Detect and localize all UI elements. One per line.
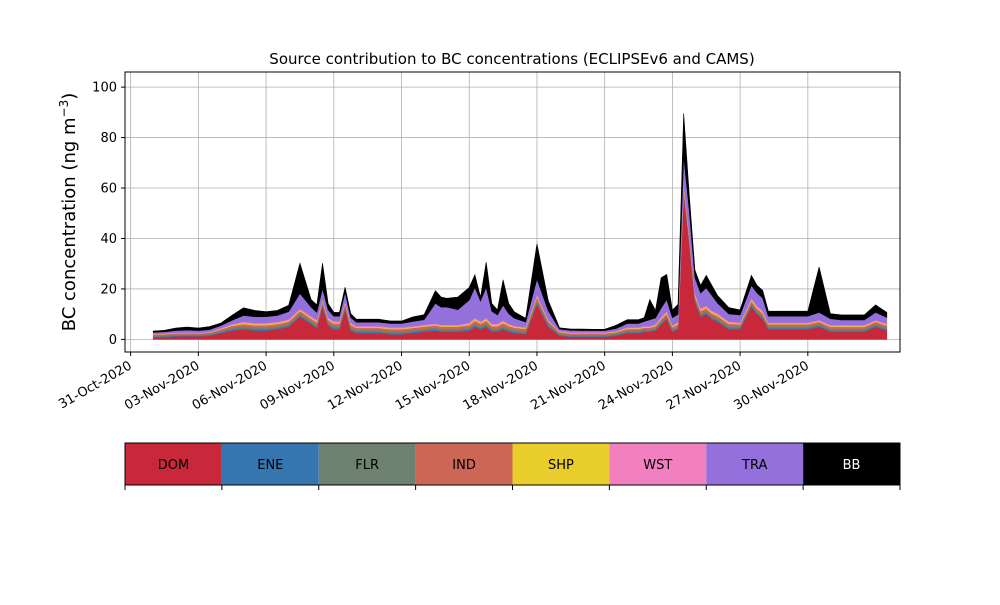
legend-swatch-wst: [609, 443, 707, 485]
legend-swatch-ind: [415, 443, 513, 485]
legend-swatch-flr: [318, 443, 416, 485]
x-tick-label: 06-Nov-2020: [190, 358, 270, 413]
legend-swatch-tra: [706, 443, 804, 485]
legend-bar: DOM ENE FLR IND SHP WST TRA BB: [124, 442, 901, 490]
legend-label-bb: BB: [843, 458, 861, 473]
y-tick-label: 60: [100, 182, 117, 197]
legend-swatch-ene: [221, 443, 319, 485]
x-tick-label: 15-Nov-2020: [393, 358, 473, 413]
axes-frame: [124, 71, 901, 353]
axes-layer: 0 20 40 60 80 100 31-Oct-202003-Nov-202006-Nov…: [56, 71, 901, 413]
x-tick-label: 03-Nov-2020: [122, 358, 202, 413]
y-axis-label-close: ): [59, 93, 80, 100]
legend-label-ene: ENE: [257, 458, 283, 473]
x-tick-label: 27-Nov-2020: [664, 358, 744, 413]
y-axis-label: BC concentration (ng m−3): [57, 93, 80, 332]
legend-swatch-shp: [512, 443, 610, 485]
legend-label-flr: FLR: [355, 458, 379, 473]
legend-label-dom: DOM: [158, 458, 189, 473]
y-tick-label: 40: [100, 232, 117, 247]
y-axis-label-main: BC concentration (ng m: [59, 117, 80, 331]
area-layer: [152, 113, 888, 340]
legend-label-tra: TRA: [741, 458, 767, 473]
y-tick-label: 80: [100, 131, 117, 146]
legend-swatch-dom: [125, 443, 222, 485]
legend-label-wst: WST: [643, 458, 672, 473]
area-series-tra: [152, 156, 888, 334]
y-tick-label: 20: [100, 282, 117, 297]
y-tick-label: 100: [92, 81, 117, 96]
x-tick-label: 24-Nov-2020: [596, 358, 676, 413]
legend-label-ind: IND: [452, 458, 476, 473]
x-tick-label: 21-Nov-2020: [528, 358, 608, 413]
legend-label-shp: SHP: [548, 458, 574, 473]
y-tick-label: 0: [109, 333, 117, 348]
x-tick-label: 09-Nov-2020: [258, 358, 338, 413]
grid-layer: [125, 72, 900, 352]
chart-title: Source contribution to BC concentrations…: [269, 50, 754, 68]
legend-swatch-bb: [803, 443, 900, 485]
x-tick-label: 30-Nov-2020: [732, 358, 812, 413]
x-tick-label: 18-Nov-2020: [461, 358, 541, 413]
area-series-bb: [152, 113, 888, 333]
x-tick-label: 12-Nov-2020: [325, 358, 405, 413]
y-axis-label-exponent: −3: [57, 100, 71, 118]
x-tick-label: 31-Oct-2020: [56, 358, 134, 412]
